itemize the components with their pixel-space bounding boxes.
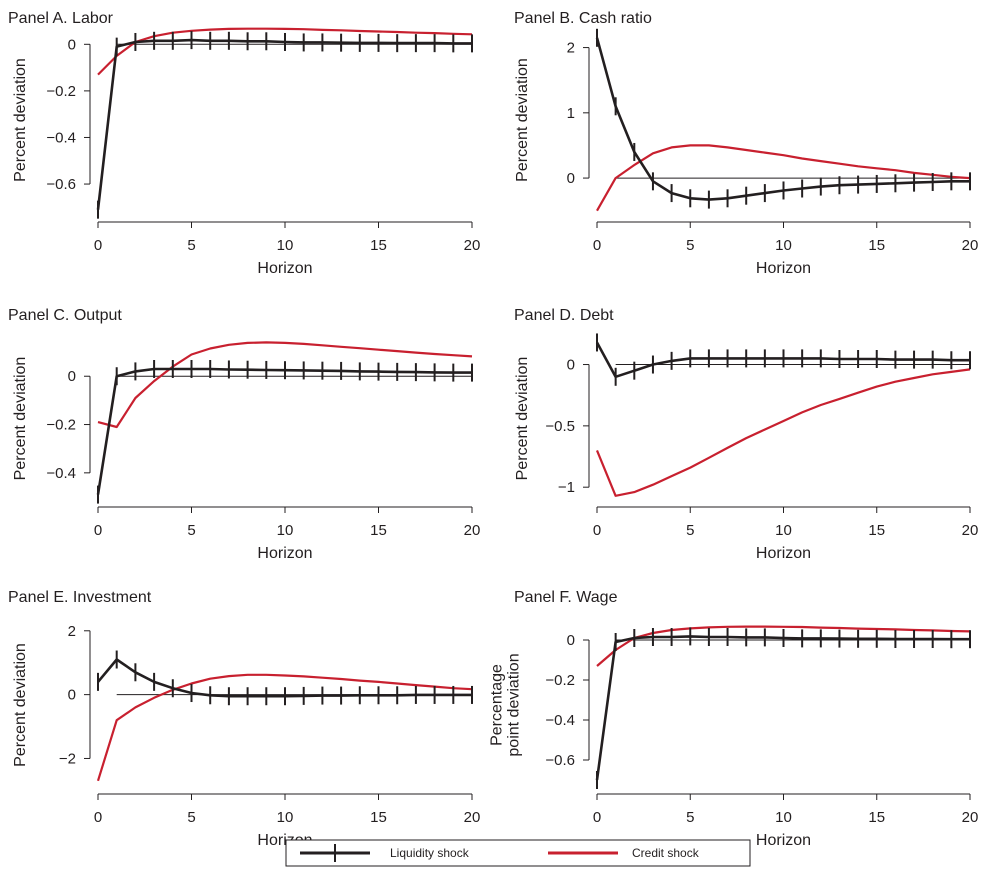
x-tick-label: 0 <box>593 237 601 254</box>
x-tick-label: 10 <box>277 522 294 539</box>
x-tick-label: 5 <box>187 809 195 826</box>
x-axis-label: Horizon <box>756 832 811 849</box>
x-tick-label: 15 <box>370 237 387 254</box>
x-tick-label: 20 <box>464 522 481 539</box>
x-tick-label: 0 <box>94 809 102 826</box>
credit-series-line <box>596 625 971 667</box>
x-tick-label: 5 <box>686 237 694 254</box>
x-tick-label: 0 <box>593 809 601 826</box>
legend-liquidity-label: Liquidity shock <box>390 846 470 860</box>
y-tick-label: 0 <box>567 632 575 649</box>
x-axis-label: Horizon <box>756 260 811 277</box>
y-axis-label: point deviation <box>506 653 523 756</box>
y-tick-label: −0.5 <box>545 418 575 435</box>
x-tick-label: 0 <box>593 522 601 539</box>
panel-5: Panel F. Wage 0 −0.2 −0.4 −0.6 0 5 10 15 20 Horizo… <box>489 589 979 849</box>
x-tick-label: 10 <box>775 522 792 539</box>
y-tick-label: 1 <box>567 105 575 122</box>
x-tick-label: 15 <box>868 237 885 254</box>
legend: Liquidity shock Credit shock <box>285 839 751 867</box>
panel-3: Panel D. Debt 0 −0.5 −1 0 5 10 15 20 Horizon Perce… <box>514 307 978 562</box>
y-tick-label: −0.2 <box>545 672 575 689</box>
panel-title: Panel D. Debt <box>514 307 614 324</box>
y-tick-label: −0.4 <box>46 129 76 146</box>
panel-title: Panel F. Wage <box>514 589 618 606</box>
x-tick-label: 10 <box>277 237 294 254</box>
y-axis-label: Percent deviation <box>12 357 29 481</box>
credit-series-line <box>595 368 971 497</box>
liquidity-series-line <box>96 38 472 210</box>
y-tick-label: 2 <box>68 623 76 640</box>
x-tick-label: 20 <box>464 237 481 254</box>
credit-series-line <box>97 27 473 76</box>
x-tick-label: 15 <box>868 809 885 826</box>
panel-title: Panel C. Output <box>8 307 122 324</box>
x-tick-label: 20 <box>962 809 979 826</box>
y-axis-label: Percent deviation <box>12 58 29 182</box>
x-tick-label: 0 <box>94 522 102 539</box>
x-tick-label: 5 <box>686 809 694 826</box>
y-tick-label: −0.2 <box>46 83 76 100</box>
x-axis-label: Horizon <box>756 545 811 562</box>
panel-2: Panel C. Output 0 −0.2 −0.4 0 5 10 15 20 Horizon P… <box>8 307 480 562</box>
x-axis-label: Horizon <box>257 545 312 562</box>
panel-0: Panel A. Labor 0 −0.2 −0.4 −0.6 0 5 10 15 20 Horiz… <box>8 10 480 277</box>
x-tick-label: 10 <box>277 809 294 826</box>
y-tick-label: 0 <box>68 687 76 704</box>
y-tick-label: 2 <box>567 40 575 57</box>
y-tick-label: 0 <box>567 170 575 187</box>
y-tick-label: −0.2 <box>46 417 76 434</box>
panel-title: Panel B. Cash ratio <box>514 10 652 27</box>
x-tick-label: 20 <box>962 237 979 254</box>
y-tick-label: 0 <box>68 36 76 53</box>
y-tick-label: −2 <box>59 750 76 767</box>
y-axis-label: Percent deviation <box>514 357 531 481</box>
liquidity-series-line <box>595 635 970 781</box>
y-tick-label: 0 <box>68 368 76 385</box>
x-axis-label: Horizon <box>257 260 312 277</box>
y-tick-label: −0.4 <box>46 465 76 482</box>
x-tick-label: 15 <box>370 522 387 539</box>
panel-title: Panel E. Investment <box>8 589 152 606</box>
x-tick-label: 5 <box>187 237 195 254</box>
y-axis-label: Percent deviation <box>12 643 29 767</box>
x-tick-label: 15 <box>868 522 885 539</box>
x-tick-label: 20 <box>464 809 481 826</box>
y-axis-label: Percentage <box>489 664 506 746</box>
y-tick-label: −0.6 <box>46 176 76 193</box>
y-axis-label: Percent deviation <box>514 58 531 182</box>
y-tick-label: −0.6 <box>545 752 575 769</box>
x-tick-label: 20 <box>962 522 979 539</box>
credit-series-line <box>596 144 971 212</box>
y-tick-label: −0.4 <box>545 712 575 729</box>
panel-title: Panel A. Labor <box>8 10 114 27</box>
y-tick-label: 0 <box>567 357 575 374</box>
x-tick-label: 10 <box>775 809 792 826</box>
x-tick-label: 15 <box>370 809 387 826</box>
y-tick-label: −1 <box>558 479 575 496</box>
x-tick-label: 5 <box>686 522 694 539</box>
liquidity-series-line <box>96 367 472 495</box>
x-tick-label: 0 <box>94 237 102 254</box>
legend-credit-label: Credit shock <box>632 846 700 860</box>
credit-series-line <box>97 341 473 429</box>
x-tick-label: 10 <box>775 237 792 254</box>
x-tick-label: 5 <box>187 522 195 539</box>
credit-series-line <box>96 673 473 782</box>
